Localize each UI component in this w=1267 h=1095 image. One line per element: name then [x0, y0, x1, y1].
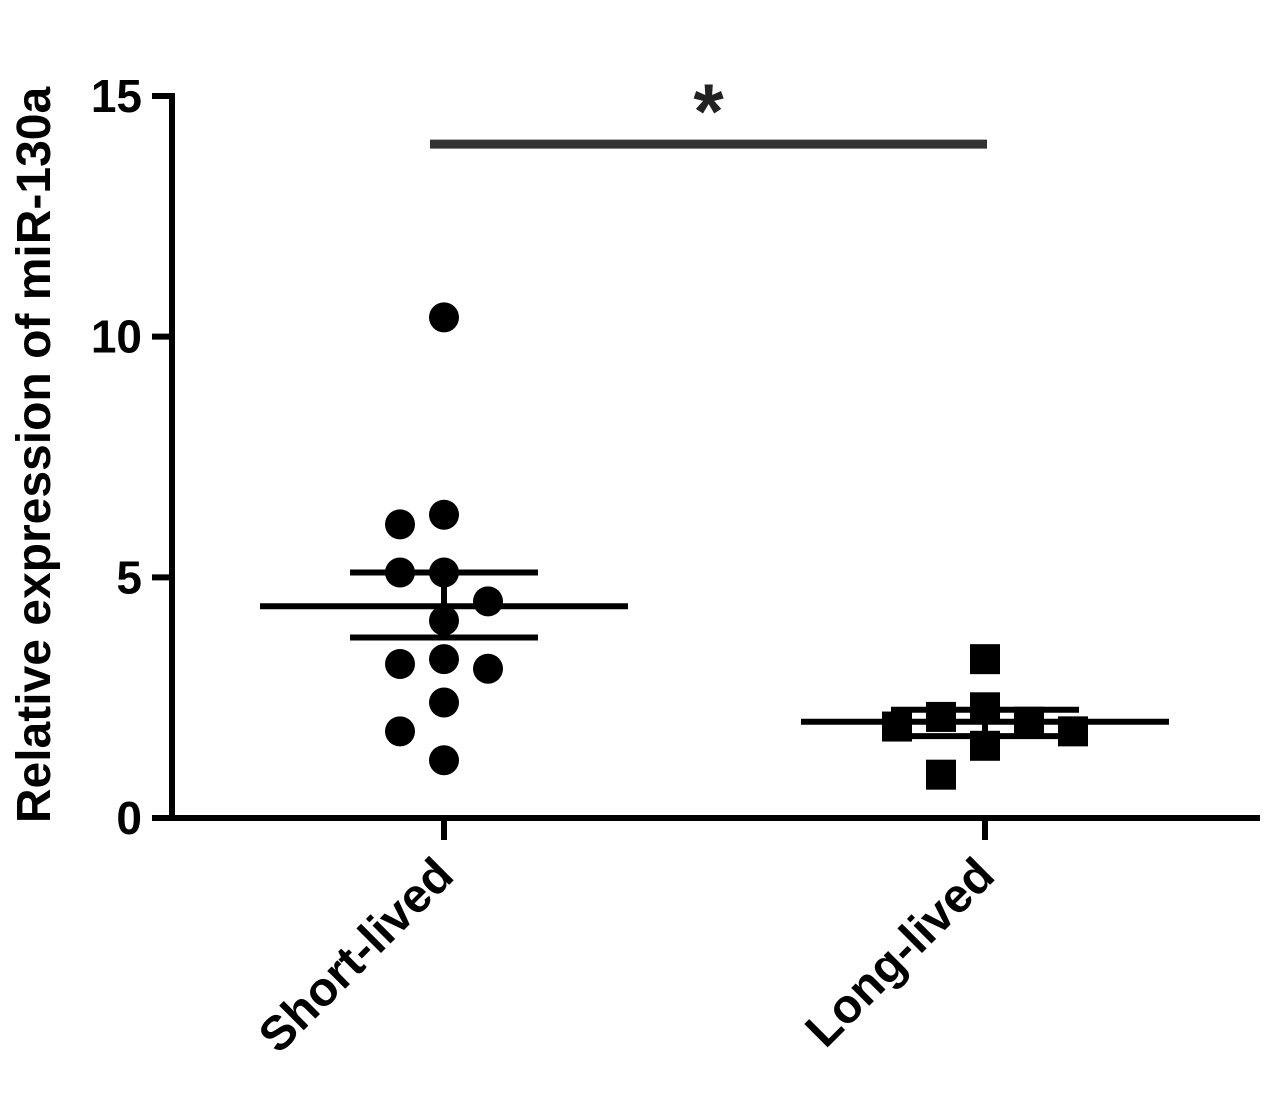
x-ticks: Short-lived Long-lived	[249, 818, 1005, 1063]
data-point	[970, 692, 1000, 723]
x-tick-label: Long-lived	[796, 848, 1005, 1057]
data-point	[882, 711, 912, 742]
data-point	[429, 745, 459, 776]
data-points	[385, 302, 1088, 790]
significance-annotation: *	[430, 67, 987, 155]
x-tick-label: Short-lived	[249, 848, 464, 1063]
significance-label: *	[693, 67, 724, 155]
data-point	[429, 644, 459, 675]
y-ticks: 0 5 10 15	[91, 70, 172, 844]
data-point	[429, 302, 459, 333]
axes	[169, 93, 1260, 821]
y-axis-label: Relative expression of miR-130a	[8, 87, 61, 824]
y-tick-label: 5	[116, 551, 142, 603]
data-point	[429, 605, 459, 636]
data-point	[385, 509, 415, 540]
y-tick-label: 15	[91, 70, 142, 122]
data-point	[385, 557, 415, 588]
data-point	[429, 557, 459, 588]
data-point	[926, 701, 956, 732]
data-point	[970, 730, 1000, 761]
data-point	[473, 586, 503, 617]
data-point	[1014, 706, 1044, 737]
data-point	[429, 687, 459, 718]
data-point	[385, 648, 415, 679]
data-point	[1058, 716, 1088, 747]
y-tick-label: 0	[116, 792, 142, 844]
y-tick-label: 10	[91, 311, 142, 363]
data-point	[926, 759, 956, 790]
data-point	[429, 499, 459, 530]
data-point	[385, 716, 415, 747]
data-point	[473, 653, 503, 684]
data-point	[970, 644, 1000, 675]
